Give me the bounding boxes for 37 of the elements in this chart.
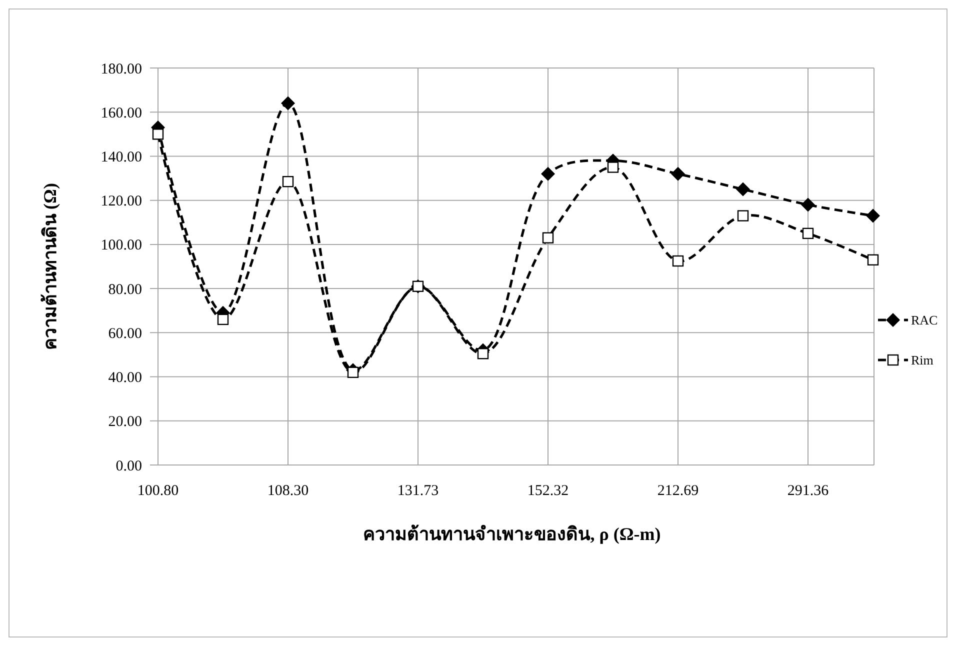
legend-label: RAC (911, 312, 938, 328)
y-tick-label: 40.00 (108, 370, 142, 386)
x-tick-label: 100.80 (137, 483, 179, 499)
point (672, 255, 684, 267)
y-axis-title: ความต้านทานดิน (Ω) (40, 183, 60, 350)
y-tick-label: 60.00 (108, 326, 142, 342)
x-tick-label: 131.73 (397, 483, 439, 499)
y-tick-label: 160.00 (100, 105, 142, 122)
point (607, 162, 619, 173)
point (282, 176, 294, 188)
point (801, 198, 815, 212)
y-tick-label: 140.00 (100, 149, 142, 166)
legend-label: Rim (911, 352, 934, 368)
point (281, 96, 295, 110)
x-axis-title: ความต้านทานจำเพาะของดิน, ρ (Ω-m) (363, 524, 661, 544)
y-tick-label: 180.00 (100, 61, 142, 78)
point (671, 166, 685, 181)
point (347, 366, 359, 378)
x-tick-label: 212.69 (657, 483, 699, 499)
y-tick-label: 120.00 (100, 194, 142, 210)
point (217, 314, 229, 326)
point (541, 166, 555, 181)
point (542, 232, 554, 244)
y-tick-label: 100.00 (100, 238, 142, 254)
y-tick-label: 80.00 (108, 282, 142, 298)
y-tick-label: 20.00 (108, 414, 142, 430)
point (736, 182, 750, 196)
point (152, 128, 164, 140)
x-tick-label: 108.30 (267, 483, 309, 499)
point (737, 210, 749, 222)
point (802, 228, 814, 240)
x-tick-label: 291.36 (787, 483, 830, 499)
point (867, 254, 879, 266)
x-tick-label: 152.32 (527, 483, 569, 499)
point (477, 348, 489, 360)
y-tick-label: 0.00 (116, 458, 142, 474)
point (866, 208, 880, 223)
